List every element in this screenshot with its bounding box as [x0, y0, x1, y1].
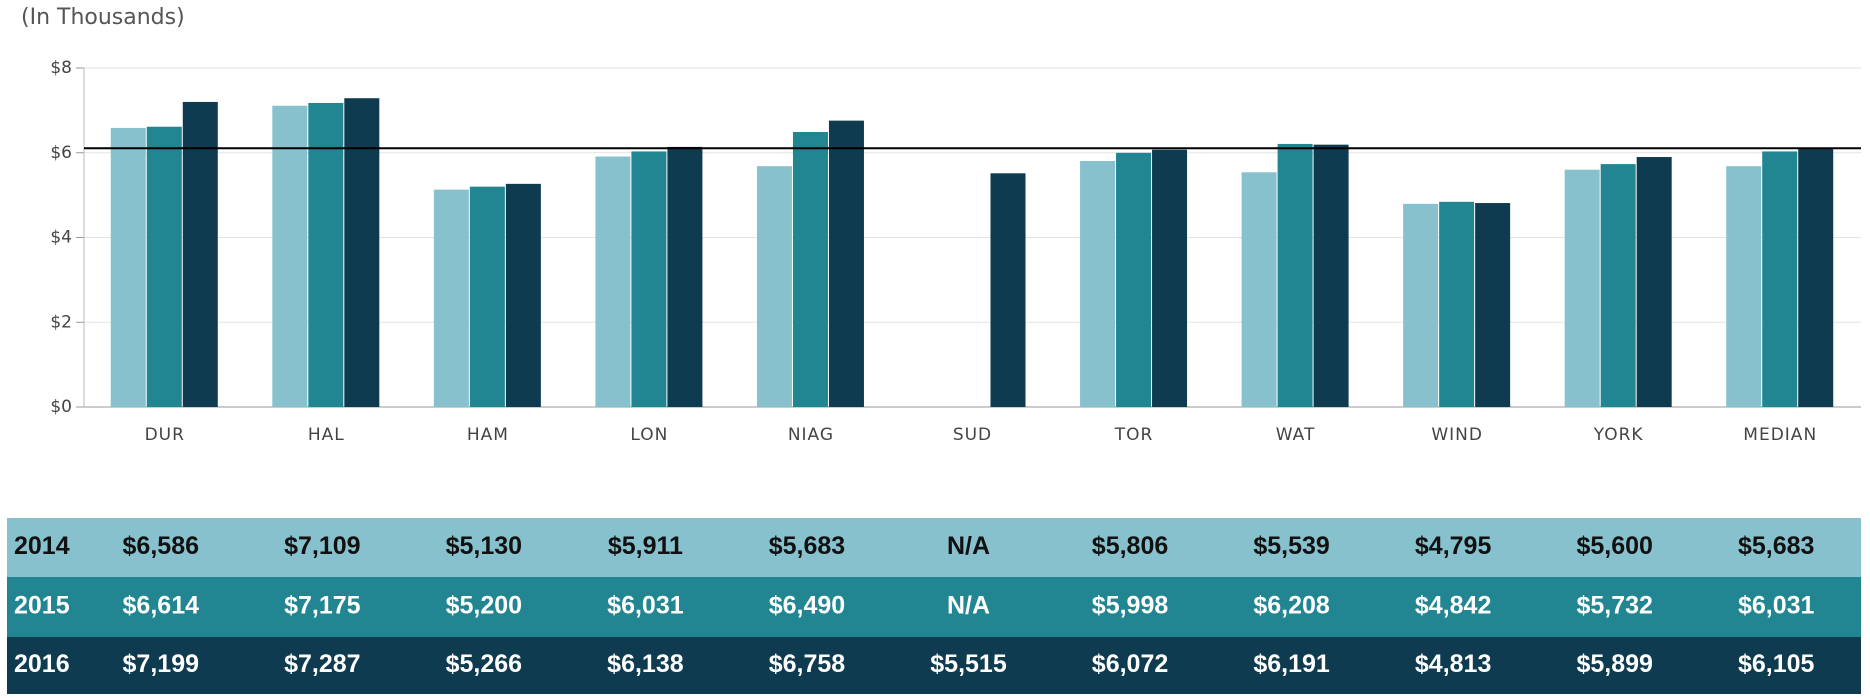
bar	[344, 98, 380, 407]
table-cell: $5,515	[930, 650, 1007, 678]
x-tick-label: SUD	[953, 425, 992, 445]
x-tick-label: YORK	[1593, 425, 1644, 445]
table-cell: $5,130	[446, 532, 522, 560]
x-tick-label: DUR	[145, 425, 185, 445]
table-cell: $5,683	[769, 532, 845, 560]
bar	[1116, 152, 1152, 407]
bar	[595, 156, 631, 407]
y-tick-label: $8	[50, 58, 72, 78]
table-cell: N/A	[947, 592, 990, 620]
bar	[1080, 160, 1116, 407]
bar	[1241, 172, 1277, 407]
x-tick-label: WAT	[1276, 425, 1316, 445]
bar	[756, 166, 792, 407]
bar	[146, 126, 182, 407]
table-cell: $5,683	[1738, 532, 1814, 560]
bar	[828, 120, 864, 407]
bar	[1475, 203, 1511, 407]
bar	[469, 186, 505, 407]
table-row	[7, 518, 1861, 577]
table-cell: $6,586	[123, 532, 199, 560]
bar	[1152, 149, 1188, 407]
bar	[182, 101, 218, 407]
bar	[1726, 166, 1762, 407]
x-tick-label: HAL	[308, 425, 345, 445]
x-tick-label: WIND	[1431, 425, 1483, 445]
table-cell: $6,490	[769, 592, 845, 620]
table-cell: $4,813	[1415, 650, 1491, 678]
bar	[667, 146, 703, 407]
table-cell: $6,191	[1253, 650, 1330, 678]
row-label: 2016	[14, 650, 70, 678]
bar	[308, 102, 344, 407]
table-cell: $6,614	[123, 592, 200, 620]
table-cell: $6,031	[607, 592, 684, 620]
y-tick-label: $4	[50, 228, 72, 248]
x-tick-label: TOR	[1114, 425, 1154, 445]
bar	[1564, 169, 1600, 407]
bar	[1439, 201, 1475, 407]
bar	[505, 183, 541, 407]
table-cell: $5,539	[1253, 532, 1329, 560]
table-cell: $6,072	[1092, 650, 1168, 678]
table-row	[7, 577, 1861, 637]
y-tick-label: $0	[50, 397, 72, 417]
table-cell: N/A	[947, 532, 990, 560]
bar	[1762, 151, 1798, 407]
bar	[792, 131, 828, 407]
x-tick-label: LON	[630, 425, 668, 445]
bar	[1403, 203, 1439, 407]
table-cell: $7,287	[284, 650, 360, 678]
table-cell: $5,600	[1576, 532, 1652, 560]
table-cell: $5,266	[446, 650, 522, 678]
bar	[1600, 164, 1636, 407]
bar	[1636, 157, 1672, 407]
table-cell: $6,758	[769, 650, 846, 678]
row-label: 2014	[14, 532, 70, 560]
table-cell: $6,208	[1253, 592, 1330, 620]
bar	[433, 189, 469, 407]
bar	[631, 151, 667, 407]
bar	[1798, 148, 1834, 407]
table-cell: $4,842	[1415, 592, 1491, 620]
row-label: 2015	[14, 592, 70, 620]
table-row	[7, 637, 1861, 694]
y-tick-label: $2	[50, 312, 72, 332]
subtitle: (In Thousands)	[21, 5, 185, 30]
table-cell: $6,105	[1738, 650, 1815, 678]
table-cell: $5,200	[446, 592, 522, 620]
bar	[1277, 143, 1313, 407]
table-cell: $6,031	[1738, 592, 1815, 620]
x-tick-label: NIAG	[788, 425, 834, 445]
table-cell: $5,899	[1576, 650, 1652, 678]
x-tick-label: MEDIAN	[1743, 425, 1817, 445]
bar	[110, 127, 146, 408]
table-cell: $5,911	[608, 532, 683, 560]
table-cell: $7,199	[123, 650, 199, 678]
table-cell: $5,998	[1092, 592, 1169, 620]
table-cell: $7,109	[284, 532, 360, 560]
bar	[1313, 144, 1349, 407]
table-cell: $5,732	[1576, 592, 1652, 620]
table-cell: $7,175	[284, 592, 361, 620]
table-cell: $5,806	[1092, 532, 1168, 560]
bar	[272, 105, 308, 407]
table-cell: $4,795	[1415, 532, 1492, 560]
x-tick-label: HAM	[467, 425, 509, 445]
y-tick-label: $6	[50, 143, 72, 163]
bar	[990, 173, 1026, 407]
table-cell: $6,138	[607, 650, 684, 678]
